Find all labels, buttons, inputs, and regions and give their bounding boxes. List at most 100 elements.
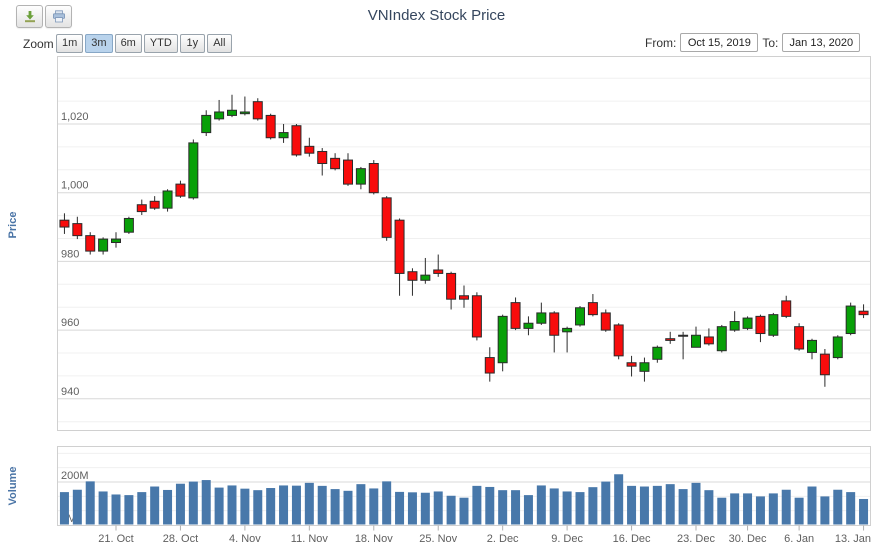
volume-bar — [781, 489, 791, 525]
candlestick-up — [188, 142, 199, 199]
x-axis-label: 2. Dec — [487, 533, 519, 545]
candlestick-up — [639, 362, 650, 372]
candlestick-down — [381, 197, 392, 238]
candlestick-up — [678, 334, 689, 337]
zoom-button-all[interactable]: All — [206, 34, 232, 53]
volume-bar — [407, 492, 417, 525]
volume-bar — [614, 474, 624, 525]
candlestick-down — [368, 163, 379, 194]
volume-bar — [227, 485, 237, 525]
candlestick-up — [716, 326, 727, 352]
volume-bar — [111, 494, 121, 525]
x-axis-label: 11. Nov — [291, 533, 329, 545]
volume-bar — [201, 480, 211, 525]
x-axis-label: 6. Jan — [784, 533, 814, 545]
volume-bar — [549, 488, 559, 525]
zoom-button-1m[interactable]: 1m — [56, 34, 84, 53]
volume-bar — [330, 489, 340, 525]
price-plot-area[interactable] — [57, 56, 871, 431]
candlestick-up — [111, 238, 121, 244]
volume-bar — [317, 485, 327, 525]
candlestick-down — [85, 235, 96, 252]
volume-bar — [240, 488, 250, 525]
volume-bar — [433, 491, 443, 525]
candlestick-down — [291, 125, 302, 156]
volume-bar — [652, 485, 662, 525]
candlestick-down — [446, 272, 457, 300]
volume-bar — [446, 495, 456, 525]
volume-bar — [459, 497, 469, 525]
candlestick-down — [317, 150, 328, 165]
candlestick-up — [98, 238, 109, 252]
candlestick-up — [420, 274, 431, 281]
candlestick-up — [652, 346, 663, 360]
candlestick-up — [845, 305, 856, 335]
to-date-input[interactable] — [782, 33, 861, 52]
volume-bar — [807, 486, 817, 525]
candlestick-down — [510, 302, 521, 329]
volume-bar — [395, 491, 405, 525]
volume-bar — [291, 485, 301, 525]
x-axis-label: 9. Dec — [551, 533, 583, 545]
volume-bar — [304, 482, 314, 525]
volume-bar — [755, 496, 765, 525]
volume-bar — [369, 488, 379, 525]
candlestick-up — [729, 321, 740, 331]
candlestick-down — [858, 310, 869, 316]
volume-bar — [639, 486, 649, 525]
candlestick-down — [59, 219, 70, 228]
volume-bar — [279, 485, 289, 525]
volume-bar — [743, 493, 753, 525]
candlestick-down — [819, 353, 830, 376]
x-axis-label: 18. Nov — [355, 533, 393, 545]
volume-bar — [575, 492, 585, 525]
candlestick-down — [549, 312, 560, 336]
zoom-button-6m[interactable]: 6m — [114, 34, 142, 53]
volume-bar — [717, 497, 727, 525]
candlestick-up — [123, 217, 134, 233]
volume-bar — [523, 495, 533, 525]
volume-bar — [498, 490, 508, 525]
candlestick-up — [691, 334, 701, 348]
zoom-button-3m[interactable]: 3m — [85, 34, 113, 53]
x-axis-label: 16. Dec — [613, 533, 651, 545]
download-icon — [24, 11, 35, 23]
candlestick-up — [832, 336, 843, 359]
candlestick-up — [742, 317, 753, 329]
candlestick-down — [755, 315, 766, 335]
candlestick-up — [355, 168, 366, 185]
x-axis-label: 21. Oct — [98, 533, 133, 545]
volume-bar — [188, 481, 198, 525]
volume-bar — [730, 493, 740, 525]
volume-bar — [678, 489, 688, 525]
candlestick-down — [471, 295, 482, 338]
zoom-label: Zoom — [23, 37, 54, 51]
candlestick-down — [265, 114, 276, 139]
volume-bar — [511, 490, 521, 525]
price-axis-tick-label: 980 — [61, 248, 79, 260]
volume-bar — [665, 484, 675, 525]
volume-bar — [214, 487, 224, 525]
volume-bar — [846, 492, 856, 525]
export-download-button[interactable] — [16, 5, 43, 28]
candlestick-down — [703, 336, 714, 345]
volume-bar — [356, 484, 366, 525]
from-date-input[interactable] — [680, 33, 759, 52]
print-icon — [52, 10, 65, 23]
candlestick-down — [136, 204, 147, 213]
candlestick-down — [304, 145, 315, 154]
volume-bar — [253, 490, 263, 525]
zoom-button-1y[interactable]: 1y — [179, 34, 205, 53]
candlestick-up — [278, 132, 289, 139]
volume-bar — [601, 481, 611, 525]
volume-bar — [137, 492, 147, 525]
print-button[interactable] — [45, 5, 72, 28]
candlestick-down — [459, 295, 469, 300]
candlestick-up — [768, 314, 779, 336]
candlestick-down — [330, 157, 341, 170]
zoom-button-ytd[interactable]: YTD — [143, 34, 178, 53]
from-label: From: — [645, 35, 677, 50]
volume-bar — [72, 489, 82, 525]
candlestick-up — [214, 111, 225, 120]
